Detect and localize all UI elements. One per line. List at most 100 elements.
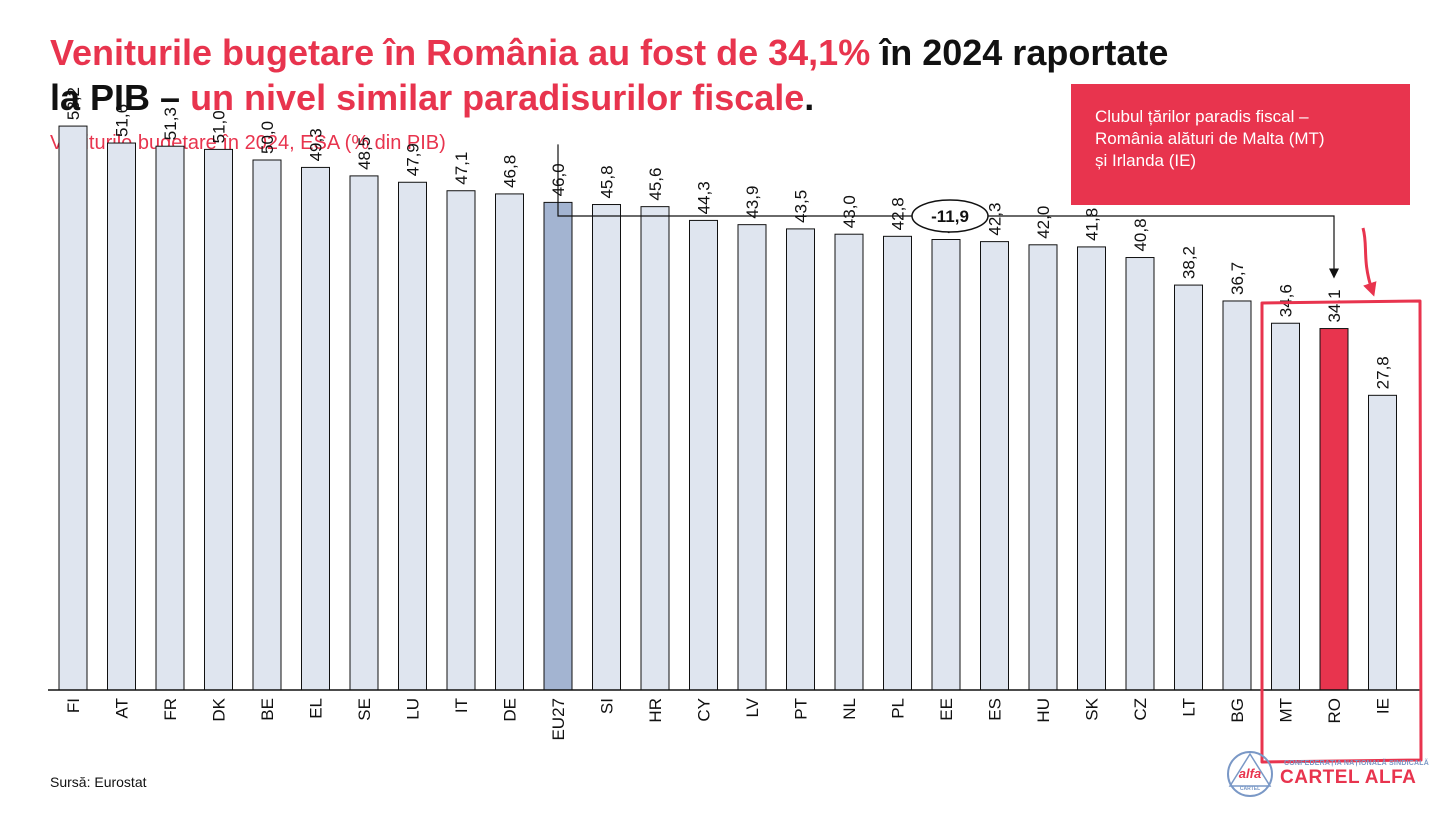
- category-label-ie: IE: [1374, 698, 1393, 714]
- bar-pl: [883, 235, 912, 691]
- category-label-si: SI: [598, 698, 617, 714]
- value-label-lv: 43,9: [743, 186, 762, 219]
- value-label-se: 48,5: [355, 137, 374, 170]
- title-part-3: la PIB –: [50, 77, 191, 118]
- category-label-fr: FR: [161, 698, 180, 721]
- value-label-de: 46,8: [501, 155, 520, 188]
- logo-name: CARTEL ALFA: [1280, 767, 1417, 788]
- category-label-eu27: EU27: [549, 698, 568, 741]
- page-title: Veniturile bugetare în România au fost d…: [50, 30, 1168, 120]
- category-label-lu: LU: [404, 698, 423, 720]
- bar-pt: [786, 228, 815, 691]
- svg-text:CARTEL: CARTEL: [1240, 786, 1260, 792]
- value-label-hr: 45,6: [646, 168, 665, 201]
- title-part-5: .: [804, 77, 815, 118]
- bar-dk: [204, 148, 233, 691]
- value-label-sk: 41,8: [1083, 208, 1102, 241]
- category-label-lt: LT: [1180, 698, 1199, 717]
- title-part-1: Veniturile bugetare în România au fost d…: [50, 32, 871, 73]
- tax-haven-box: [1260, 299, 1423, 764]
- category-label-hr: HR: [646, 698, 665, 723]
- bar-cy: [689, 219, 718, 691]
- category-label-dk: DK: [210, 697, 229, 721]
- value-label-pt: 43,5: [792, 190, 811, 223]
- bar-de: [495, 193, 524, 691]
- value-label-lu: 47,9: [404, 143, 423, 176]
- value-label-cz: 40,8: [1131, 218, 1150, 251]
- bar-lv: [737, 224, 767, 691]
- value-label-cy: 44,3: [695, 181, 714, 214]
- value-label-at: 51,6: [113, 104, 132, 137]
- category-label-de: DE: [501, 698, 520, 722]
- value-label-ro: 34,1: [1325, 289, 1344, 322]
- bar-be: [252, 159, 282, 691]
- bar-hr: [640, 206, 670, 691]
- value-label-be: 50,0: [258, 121, 277, 154]
- bar-at: [107, 142, 136, 691]
- value-label-si: 45,8: [598, 165, 617, 198]
- bar-el: [301, 166, 330, 691]
- value-label-el: 49,3: [307, 128, 326, 161]
- bar-lu: [398, 181, 427, 691]
- difference-badge: [911, 199, 989, 233]
- value-label-mt: 34,6: [1277, 284, 1296, 317]
- category-label-es: ES: [986, 698, 1005, 721]
- callout-box: Clubul țărilor paradis fiscal – România …: [1071, 84, 1410, 205]
- value-label-pl: 42,8: [889, 197, 908, 230]
- value-label-fi: 53,2: [64, 87, 83, 120]
- bar-eu27: [543, 201, 573, 691]
- value-label-nl: 43,0: [840, 195, 859, 228]
- bar-fi: [58, 125, 88, 691]
- cartel-alfa-logo: alfa CARTEL CONFEDERAȚIA NAȚIONALĂ SINDI…: [1222, 748, 1432, 804]
- category-label-nl: NL: [840, 698, 859, 720]
- value-label-es: 42,3: [986, 203, 1005, 236]
- category-label-el: EL: [307, 698, 326, 719]
- source-note: Sursă: Eurostat: [50, 774, 147, 790]
- bar-si: [592, 204, 621, 691]
- bar-sk: [1077, 246, 1106, 691]
- category-label-sk: SK: [1083, 697, 1102, 720]
- bar-lt: [1174, 284, 1203, 691]
- category-label-mt: MT: [1277, 698, 1296, 723]
- value-label-it: 47,1: [452, 152, 471, 185]
- category-label-fi: FI: [64, 698, 83, 713]
- logo-mark-icon: alfa CARTEL: [1227, 751, 1273, 797]
- category-label-it: IT: [452, 698, 471, 713]
- category-label-cy: CY: [695, 698, 714, 722]
- category-label-ro: RO: [1325, 698, 1344, 724]
- category-label-bg: BG: [1228, 698, 1247, 723]
- bar-mt: [1271, 322, 1300, 691]
- bar-cz: [1125, 257, 1155, 691]
- logo-subtitle: CONFEDERAȚIA NAȚIONALĂ SINDICALĂ: [1284, 760, 1429, 767]
- title-part-4: un nivel similar paradisurilor fiscale: [190, 77, 805, 118]
- category-label-at: AT: [113, 698, 132, 718]
- category-label-cz: CZ: [1131, 698, 1150, 721]
- value-label-fr: 51,3: [161, 107, 180, 140]
- category-label-be: BE: [258, 698, 277, 721]
- title-part-2: în 2024 raportate: [870, 32, 1169, 73]
- bar-hu: [1028, 244, 1058, 691]
- bar-it: [446, 190, 476, 691]
- bar-fr: [155, 145, 185, 691]
- red-arrow-icon: [1361, 227, 1377, 297]
- callout-line-3: și Irlanda (IE): [1095, 151, 1197, 170]
- bar-ro: [1319, 328, 1349, 691]
- value-label-hu: 42,0: [1034, 206, 1053, 239]
- bar-se: [349, 175, 379, 691]
- difference-label: -11,9: [931, 207, 969, 226]
- callout-line-2: România alături de Malta (MT): [1095, 129, 1325, 148]
- value-label-dk: 51,0: [210, 110, 229, 143]
- category-label-pl: PL: [889, 698, 908, 719]
- bar-ee: [931, 239, 961, 691]
- category-label-ee: EE: [937, 698, 956, 721]
- bar-bg: [1222, 300, 1252, 691]
- bar-es: [980, 241, 1009, 691]
- value-label-bg: 36,7: [1228, 262, 1247, 295]
- svg-text:alfa: alfa: [1239, 766, 1261, 781]
- category-label-pt: PT: [792, 698, 811, 720]
- category-label-hu: HU: [1034, 698, 1053, 723]
- value-label-ie: 27,8: [1374, 356, 1393, 389]
- value-label-lt: 38,2: [1180, 246, 1199, 279]
- callout-line-1: Clubul țărilor paradis fiscal –: [1095, 107, 1309, 126]
